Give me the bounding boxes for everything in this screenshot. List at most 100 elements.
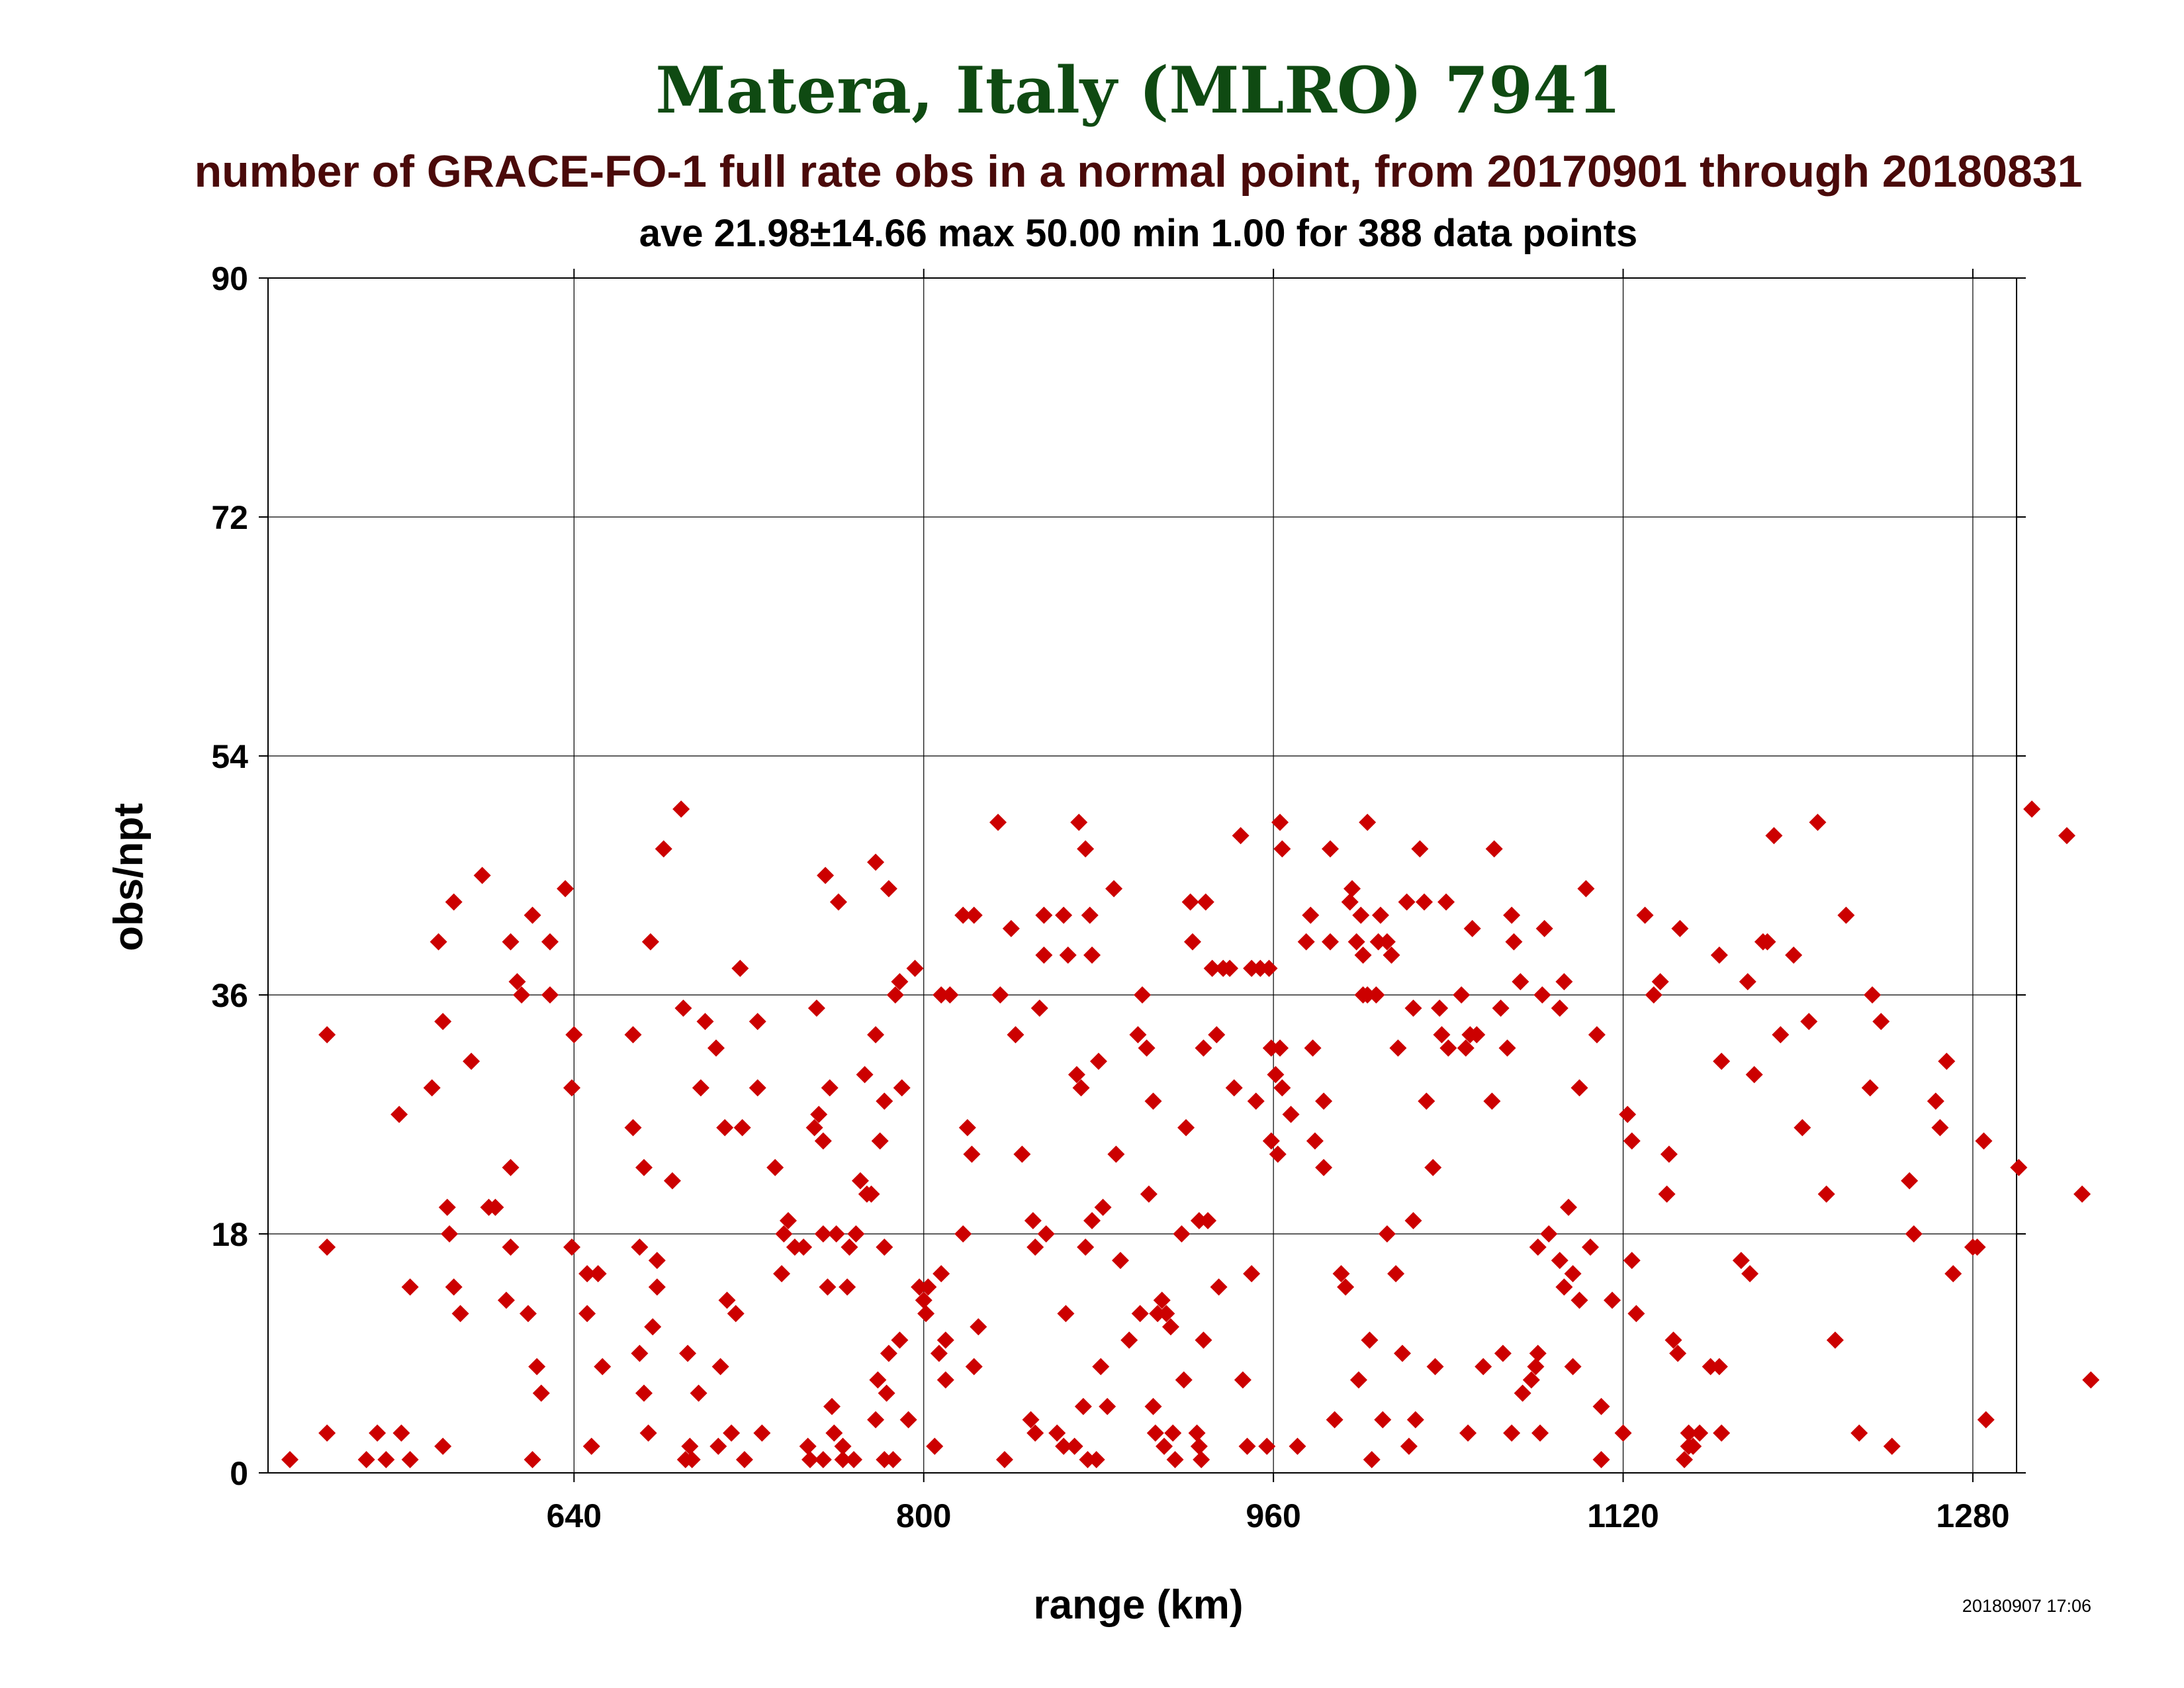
data-point bbox=[1140, 1185, 1158, 1203]
data-point bbox=[1234, 1371, 1251, 1389]
data-point bbox=[672, 800, 690, 818]
data-point bbox=[438, 1198, 456, 1216]
data-point bbox=[1378, 1225, 1396, 1243]
data-point bbox=[775, 1225, 793, 1243]
data-point bbox=[1439, 1039, 1457, 1057]
data-point bbox=[1164, 1424, 1182, 1442]
data-point bbox=[401, 1450, 419, 1468]
data-point bbox=[915, 1291, 933, 1309]
data-point bbox=[1072, 1079, 1090, 1097]
data-point bbox=[1094, 1198, 1112, 1216]
data-point bbox=[1741, 1265, 1759, 1283]
data-point bbox=[814, 1132, 832, 1150]
data-point bbox=[991, 986, 1009, 1004]
data-point bbox=[1457, 1039, 1475, 1057]
data-point bbox=[1131, 1305, 1149, 1323]
data-point bbox=[1418, 1092, 1435, 1110]
data-point bbox=[1660, 1145, 1678, 1163]
data-point bbox=[1055, 1437, 1073, 1455]
data-point bbox=[1404, 1211, 1422, 1229]
data-point bbox=[707, 1039, 725, 1057]
data-point bbox=[1529, 1344, 1547, 1362]
data-point bbox=[1676, 1450, 1694, 1468]
data-point bbox=[594, 1358, 612, 1376]
data-point bbox=[954, 1225, 972, 1243]
data-point bbox=[834, 1450, 852, 1468]
data-point bbox=[1619, 1105, 1637, 1123]
data-point bbox=[941, 986, 959, 1004]
data-point bbox=[1627, 1305, 1645, 1323]
axis-ticks: 640 800 960 1120 1280 0 18 36 54 72 90 bbox=[211, 260, 2026, 1534]
data-point bbox=[463, 1053, 480, 1070]
data-point bbox=[1374, 1411, 1392, 1429]
data-point bbox=[1146, 1424, 1164, 1442]
data-point bbox=[1758, 933, 1776, 951]
data-point bbox=[1614, 1424, 1632, 1442]
data-point bbox=[1535, 919, 1553, 937]
data-point bbox=[1514, 1384, 1531, 1402]
data-point bbox=[1861, 1079, 1879, 1097]
data-point bbox=[1282, 1105, 1300, 1123]
data-point bbox=[876, 1239, 893, 1256]
data-point bbox=[1794, 1119, 1811, 1137]
data-point bbox=[683, 1450, 701, 1468]
y-tick-label: 54 bbox=[211, 738, 248, 775]
data-point bbox=[862, 1185, 880, 1203]
data-point bbox=[919, 1278, 937, 1296]
data-point bbox=[1387, 1265, 1405, 1283]
data-point bbox=[1582, 1239, 1600, 1256]
data-point bbox=[1564, 1358, 1582, 1376]
data-point bbox=[1529, 1239, 1547, 1256]
data-point bbox=[845, 1450, 863, 1468]
data-point bbox=[1527, 1358, 1545, 1376]
data-point bbox=[1475, 1358, 1492, 1376]
data-point bbox=[1651, 972, 1669, 990]
data-point bbox=[825, 1424, 843, 1442]
data-point bbox=[508, 972, 526, 990]
data-point bbox=[541, 933, 559, 951]
data-point bbox=[1426, 1358, 1444, 1376]
data-point bbox=[541, 986, 559, 1004]
data-point bbox=[1092, 1358, 1110, 1376]
data-point bbox=[821, 1079, 839, 1097]
data-point bbox=[933, 1265, 950, 1283]
data-point bbox=[369, 1424, 387, 1442]
data-point bbox=[563, 1079, 581, 1097]
data-point bbox=[766, 1158, 784, 1176]
data-point bbox=[1623, 1252, 1641, 1270]
data-point bbox=[723, 1424, 741, 1442]
data-point bbox=[1691, 1424, 1709, 1442]
data-point bbox=[1901, 1172, 1919, 1190]
data-point bbox=[1555, 1278, 1573, 1296]
data-points bbox=[281, 800, 2100, 1468]
data-point bbox=[1144, 1092, 1162, 1110]
data-point bbox=[1089, 1053, 1107, 1070]
data-point bbox=[1181, 893, 1199, 911]
data-point bbox=[1057, 1305, 1075, 1323]
data-point bbox=[773, 1265, 791, 1283]
data-point bbox=[528, 1358, 546, 1376]
data-point bbox=[1262, 1132, 1280, 1150]
data-point bbox=[711, 1358, 729, 1376]
data-point bbox=[880, 880, 897, 898]
data-point bbox=[1183, 933, 1201, 951]
data-point bbox=[523, 1450, 541, 1468]
x-tick-label: 1120 bbox=[1587, 1497, 1659, 1534]
data-point bbox=[880, 1344, 897, 1362]
data-point bbox=[814, 1225, 832, 1243]
data-point bbox=[731, 959, 749, 977]
data-point bbox=[1326, 1411, 1343, 1429]
data-point bbox=[441, 1225, 459, 1243]
data-point bbox=[1007, 1026, 1024, 1044]
data-point bbox=[1431, 1000, 1449, 1017]
data-point bbox=[663, 1172, 681, 1190]
data-point bbox=[674, 1000, 692, 1017]
data-point bbox=[886, 986, 904, 1004]
data-point bbox=[1208, 1026, 1226, 1044]
y-tick-label: 72 bbox=[211, 499, 248, 536]
data-point bbox=[1315, 1092, 1333, 1110]
data-point bbox=[377, 1450, 395, 1468]
data-point bbox=[1645, 986, 1662, 1004]
data-point bbox=[1195, 1331, 1212, 1349]
